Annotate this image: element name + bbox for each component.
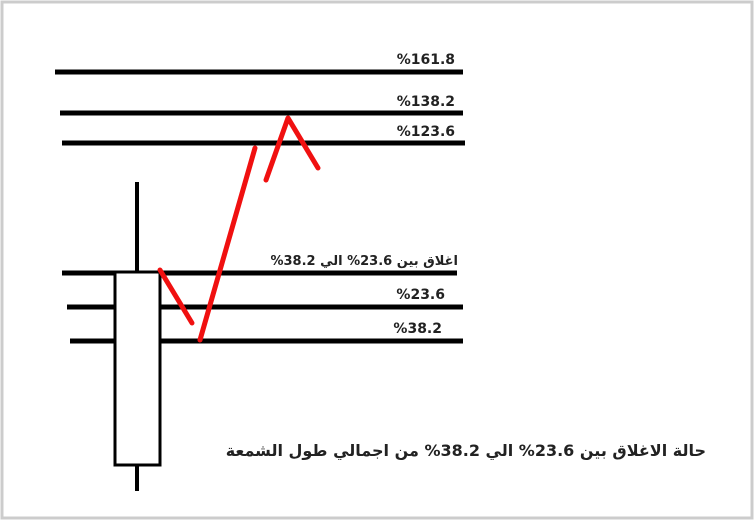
level-label: %23.6 xyxy=(396,287,445,303)
price-path xyxy=(157,267,195,326)
candle-body xyxy=(113,270,162,467)
price-path xyxy=(197,145,258,343)
level-label: %138.2 xyxy=(397,94,455,110)
level-label: %38.2 xyxy=(393,321,442,337)
level-label: %123.6 xyxy=(397,124,455,140)
level-label: %161.8 xyxy=(397,52,455,68)
level-label: اغلاق بين 23.6% الي 38.2% xyxy=(270,254,458,269)
price-path xyxy=(263,115,321,183)
caption: حالة الاغلاق بين 23.6% الي 38.2% من اجما… xyxy=(226,441,706,461)
